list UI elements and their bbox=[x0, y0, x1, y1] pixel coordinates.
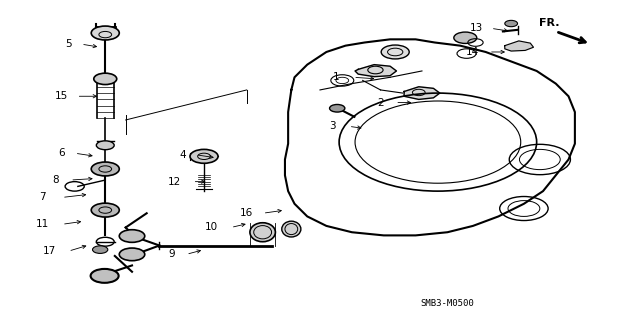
Text: 6: 6 bbox=[59, 148, 65, 158]
Circle shape bbox=[381, 45, 409, 59]
Circle shape bbox=[119, 248, 145, 261]
Text: 17: 17 bbox=[42, 246, 56, 256]
Circle shape bbox=[92, 162, 119, 176]
Circle shape bbox=[92, 203, 119, 217]
Text: 3: 3 bbox=[330, 121, 336, 131]
Text: 14: 14 bbox=[467, 47, 479, 57]
Circle shape bbox=[454, 32, 477, 43]
Text: 11: 11 bbox=[36, 219, 49, 229]
Text: 16: 16 bbox=[240, 208, 253, 218]
Text: 13: 13 bbox=[470, 23, 483, 33]
Text: 7: 7 bbox=[40, 192, 46, 203]
Ellipse shape bbox=[282, 221, 301, 237]
Circle shape bbox=[190, 149, 218, 163]
Text: SMB3-M0500: SMB3-M0500 bbox=[420, 299, 474, 308]
Polygon shape bbox=[285, 39, 575, 235]
Text: 5: 5 bbox=[65, 39, 72, 49]
Text: 15: 15 bbox=[55, 91, 68, 101]
Circle shape bbox=[330, 105, 345, 112]
Polygon shape bbox=[355, 65, 396, 77]
Circle shape bbox=[97, 141, 114, 150]
Text: 12: 12 bbox=[168, 177, 181, 187]
Text: 1: 1 bbox=[333, 72, 339, 82]
Circle shape bbox=[505, 20, 518, 27]
Circle shape bbox=[119, 230, 145, 242]
Text: 9: 9 bbox=[169, 249, 175, 259]
Polygon shape bbox=[404, 87, 440, 100]
Text: 2: 2 bbox=[377, 98, 384, 108]
Circle shape bbox=[93, 246, 108, 253]
Text: 8: 8 bbox=[52, 175, 59, 185]
Circle shape bbox=[94, 73, 116, 85]
Text: 4: 4 bbox=[180, 150, 186, 160]
Polygon shape bbox=[505, 41, 534, 51]
Circle shape bbox=[91, 269, 118, 283]
Text: FR.: FR. bbox=[539, 18, 559, 28]
Circle shape bbox=[92, 26, 119, 40]
Text: 10: 10 bbox=[205, 222, 218, 233]
Ellipse shape bbox=[250, 223, 275, 242]
